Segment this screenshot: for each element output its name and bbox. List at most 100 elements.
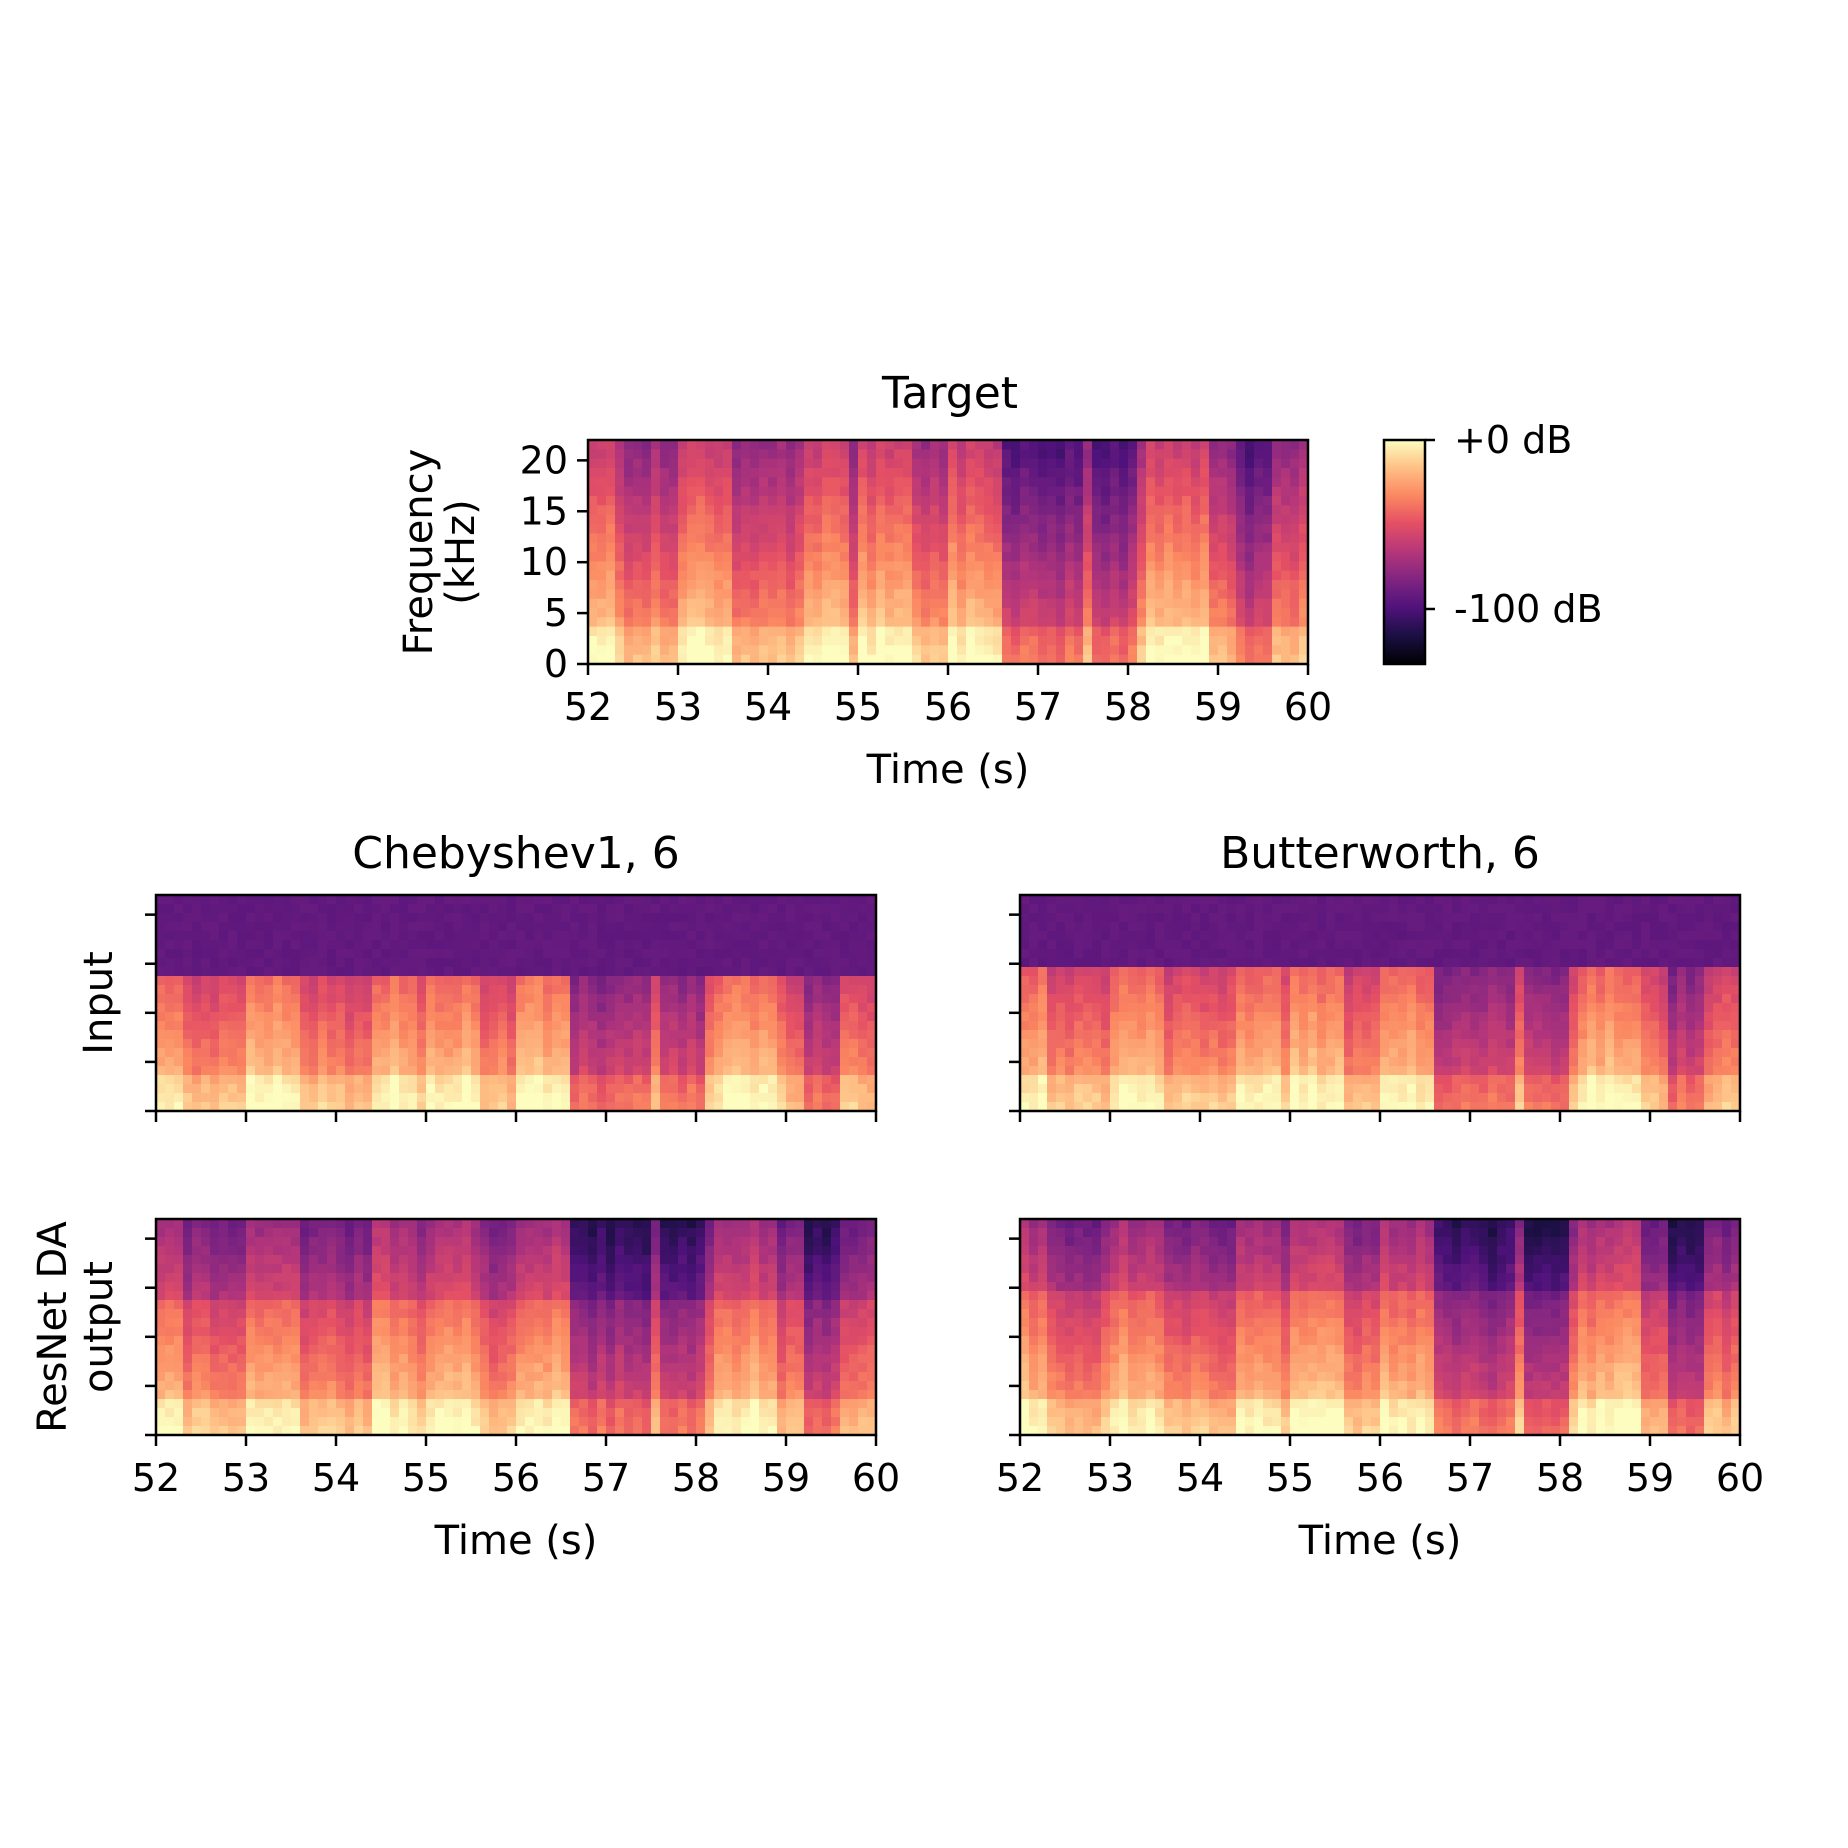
spectrogram-cell bbox=[210, 1102, 220, 1112]
spectrogram-cell bbox=[1290, 1084, 1300, 1094]
spectrogram-cell bbox=[174, 1030, 184, 1040]
spectrogram-cell bbox=[777, 958, 787, 968]
spectrogram-cell bbox=[174, 1048, 184, 1058]
spectrogram-cell bbox=[714, 505, 724, 516]
spectrogram-cell bbox=[1245, 654, 1255, 665]
spectrogram-cell bbox=[642, 1021, 652, 1031]
spectrogram-cell bbox=[471, 1012, 481, 1022]
spectrogram-cell bbox=[210, 1030, 220, 1040]
spectrogram-cell bbox=[1029, 645, 1039, 656]
spectrogram-cell bbox=[723, 913, 733, 923]
spectrogram-cell bbox=[462, 931, 472, 941]
spectrogram-cell bbox=[768, 440, 778, 450]
spectrogram-cell bbox=[687, 440, 697, 450]
spectrogram-cell bbox=[750, 1102, 760, 1112]
spectrogram-cell bbox=[1407, 895, 1417, 905]
spectrogram-cell bbox=[1263, 598, 1273, 609]
spectrogram-cell bbox=[1020, 985, 1030, 995]
spectrogram-cell bbox=[1092, 449, 1102, 460]
spectrogram-cell bbox=[219, 1021, 229, 1031]
spectrogram-cell bbox=[993, 570, 1003, 581]
spectrogram-cell bbox=[1326, 895, 1336, 905]
spectrogram-cell bbox=[1299, 458, 1309, 469]
spectrogram-cell bbox=[1182, 1030, 1192, 1040]
spectrogram-cell bbox=[912, 617, 922, 628]
spectrogram-cell bbox=[633, 931, 643, 941]
spectrogram-cell bbox=[1020, 967, 1030, 977]
spectrogram-cell bbox=[435, 931, 445, 941]
spectrogram-cell bbox=[1065, 904, 1075, 914]
spectrogram-cell bbox=[705, 1030, 715, 1040]
spectrogram-cell bbox=[1164, 598, 1174, 609]
spectrogram-cell bbox=[210, 994, 220, 1004]
spectrogram-cell bbox=[867, 608, 877, 618]
spectrogram-cell bbox=[849, 940, 859, 950]
spectrogram-cell bbox=[1101, 654, 1111, 665]
spectrogram-cell bbox=[1038, 1030, 1048, 1040]
spectrogram-cell bbox=[912, 608, 922, 618]
spectrogram-cell bbox=[408, 949, 418, 959]
spectrogram-cell bbox=[273, 994, 283, 1004]
spectrogram-cell bbox=[624, 449, 634, 460]
spectrogram-cell bbox=[642, 449, 652, 460]
spectrogram-cell bbox=[633, 636, 643, 646]
spectrogram-cell bbox=[1290, 645, 1300, 656]
spectrogram-cell bbox=[768, 949, 778, 959]
spectrogram-cell bbox=[1245, 1021, 1255, 1031]
spectrogram-cell bbox=[588, 580, 598, 590]
spectrogram-cell bbox=[597, 589, 607, 600]
spectrogram-cell bbox=[165, 1057, 175, 1067]
spectrogram-cell bbox=[444, 940, 454, 950]
spectrogram-cell bbox=[156, 1066, 166, 1076]
spectrogram-cell bbox=[1038, 1093, 1048, 1103]
spectrogram-cell bbox=[1038, 994, 1048, 1004]
spectrogram-cell bbox=[264, 1075, 274, 1085]
spectrogram-cell bbox=[1425, 913, 1435, 923]
spectrogram-cell bbox=[750, 617, 760, 628]
spectrogram-cell bbox=[822, 994, 832, 1004]
spectrogram-cell bbox=[786, 922, 796, 932]
spectrogram-cell bbox=[1362, 904, 1372, 914]
spectrogram-cell bbox=[642, 1039, 652, 1049]
spectrogram-cell bbox=[597, 580, 607, 590]
spectrogram-cell bbox=[480, 958, 490, 968]
spectrogram-cell bbox=[174, 1039, 184, 1049]
spectrogram-cell bbox=[705, 940, 715, 950]
spectrogram-cell bbox=[444, 1012, 454, 1022]
spectrogram-cell bbox=[723, 449, 733, 460]
spectrogram-cell bbox=[858, 1066, 868, 1076]
spectrogram-cell bbox=[246, 1057, 256, 1067]
spectrogram-cell bbox=[1191, 589, 1201, 600]
spectrogram-cell bbox=[759, 913, 769, 923]
spectrogram-cell bbox=[246, 1084, 256, 1094]
spectrogram-cell bbox=[741, 533, 751, 544]
spectrogram-cell bbox=[714, 913, 724, 923]
spectrogram-cell bbox=[1407, 958, 1417, 968]
spectrogram-cell bbox=[372, 967, 382, 977]
spectrogram-cell bbox=[246, 949, 256, 959]
spectrogram-cell bbox=[867, 496, 877, 506]
spectrogram-cell bbox=[1272, 922, 1282, 932]
spectrogram-cell bbox=[462, 1021, 472, 1031]
spectrogram-cell bbox=[318, 1057, 328, 1067]
spectrogram-cell bbox=[453, 994, 463, 1004]
spectrogram-cell bbox=[1263, 1075, 1273, 1085]
spectrogram-cell bbox=[813, 570, 823, 581]
spectrogram-cell bbox=[948, 514, 958, 525]
spectrogram-cell bbox=[669, 976, 679, 986]
spectrogram-cell bbox=[1236, 967, 1246, 977]
spectrogram-cell bbox=[939, 552, 949, 562]
spectrogram-cell bbox=[642, 514, 652, 525]
spectrogram-cell bbox=[1137, 940, 1147, 950]
spectrogram-cell bbox=[1110, 514, 1120, 525]
spectrogram-cell bbox=[1065, 1039, 1075, 1049]
spectrogram-cell bbox=[606, 477, 616, 488]
spectrogram-cell bbox=[399, 976, 409, 986]
spectrogram-cell bbox=[1290, 913, 1300, 923]
spectrogram-cell bbox=[498, 1003, 508, 1013]
spectrogram-cell bbox=[1146, 985, 1156, 995]
spectrogram-cell bbox=[363, 958, 373, 968]
spectrogram-cell bbox=[633, 440, 643, 450]
spectrogram-cell bbox=[867, 645, 877, 656]
spectrogram-cell bbox=[849, 994, 859, 1004]
